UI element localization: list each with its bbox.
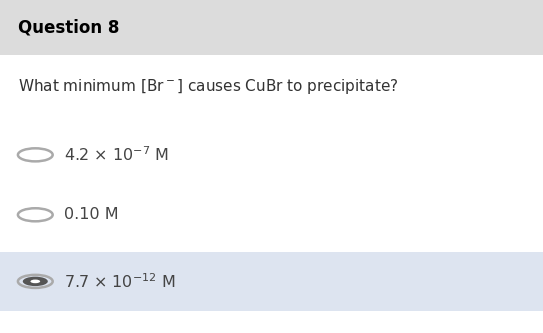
Text: What minimum [Br$^-$] causes CuBr to precipitate?: What minimum [Br$^-$] causes CuBr to pre… xyxy=(18,77,399,96)
Text: Question 8: Question 8 xyxy=(18,18,119,37)
Ellipse shape xyxy=(30,280,40,283)
Text: 4.2 $\times$ 10$^{-7}$ M: 4.2 $\times$ 10$^{-7}$ M xyxy=(64,146,169,164)
Text: 7.7 $\times$ 10$^{-12}$ M: 7.7 $\times$ 10$^{-12}$ M xyxy=(64,272,176,291)
Text: 0.10 M: 0.10 M xyxy=(64,207,119,222)
FancyBboxPatch shape xyxy=(0,0,543,55)
FancyBboxPatch shape xyxy=(0,252,543,310)
Ellipse shape xyxy=(23,277,48,286)
